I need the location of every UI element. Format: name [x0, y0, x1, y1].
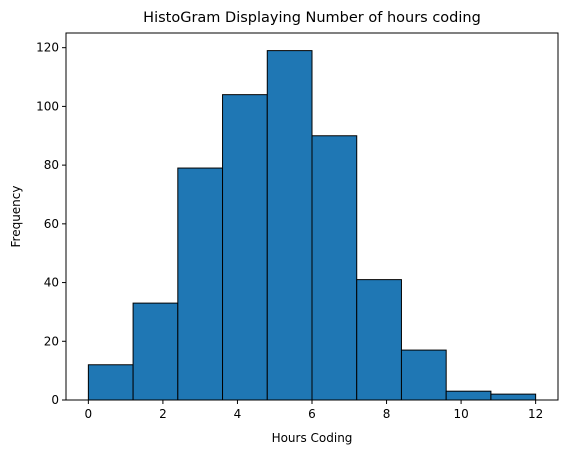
histogram-bar: [223, 95, 268, 400]
x-axis-label: Hours Coding: [272, 431, 353, 445]
y-axis-ticks: 0 20 40 60 80 100 120: [36, 41, 66, 407]
x-tick-label: 4: [234, 407, 242, 421]
histogram-bar: [446, 391, 491, 400]
histogram-bar: [312, 136, 357, 400]
x-tick-label: 2: [159, 407, 167, 421]
histogram-bar: [178, 168, 223, 400]
x-tick-label: 0: [85, 407, 93, 421]
y-tick-label: 0: [51, 393, 59, 407]
y-tick-label: 80: [44, 158, 59, 172]
y-tick-label: 20: [44, 334, 59, 348]
x-tick-label: 6: [308, 407, 316, 421]
y-tick-label: 120: [36, 41, 59, 55]
y-tick-label: 60: [44, 217, 59, 231]
x-tick-label: 8: [383, 407, 391, 421]
histogram-bar: [133, 303, 178, 400]
y-tick-label: 100: [36, 99, 59, 113]
histogram-bar: [267, 51, 312, 400]
histogram-bar: [401, 350, 446, 400]
x-tick-label: 10: [453, 407, 468, 421]
histogram-bar: [357, 280, 402, 400]
x-axis-ticks: 0 2 4 6 8 10 12: [85, 400, 544, 421]
y-axis-label: Frequency: [9, 186, 23, 248]
histogram-bar: [88, 365, 133, 400]
histogram-bars: [88, 51, 535, 400]
chart-title: HistoGram Displaying Number of hours cod…: [143, 10, 481, 26]
x-tick-label: 12: [528, 407, 543, 421]
y-tick-label: 40: [44, 276, 59, 290]
histogram-bar: [491, 394, 536, 400]
